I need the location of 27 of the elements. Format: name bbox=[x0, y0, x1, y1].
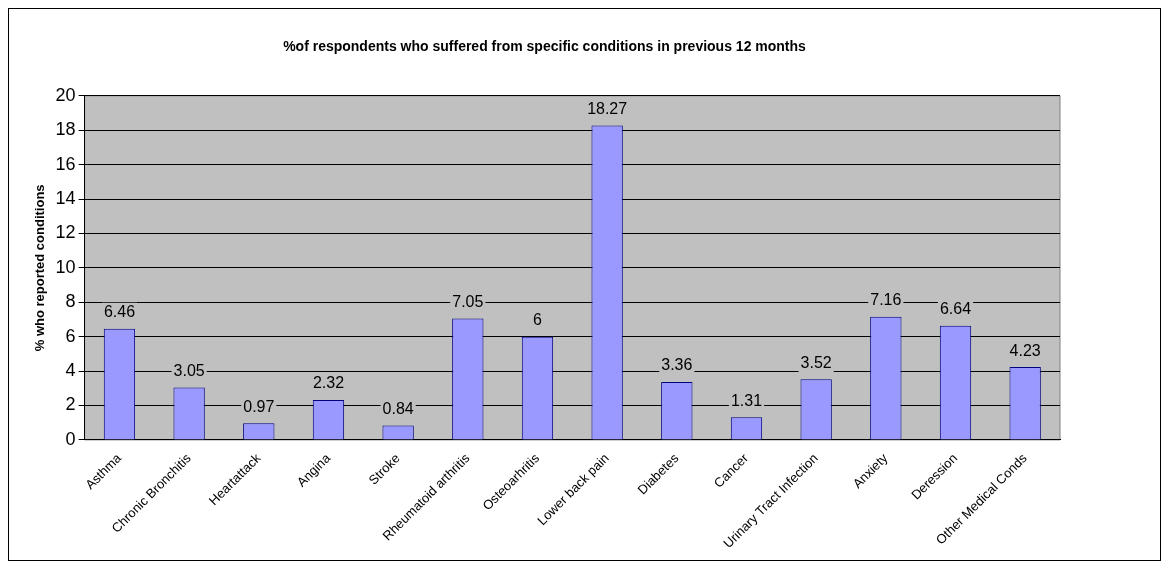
y-tick-label: 2 bbox=[65, 394, 76, 415]
y-tick-label: 20 bbox=[55, 84, 76, 105]
data-label: 7.05 bbox=[452, 293, 484, 310]
y-tick-label: 14 bbox=[55, 188, 76, 208]
data-label: 6 bbox=[533, 311, 543, 329]
data-label: 3.36 bbox=[661, 356, 693, 374]
data-label: 2.32 bbox=[312, 374, 345, 392]
data-label: 0.97 bbox=[243, 397, 275, 415]
data-label: 18.27 bbox=[587, 99, 628, 117]
data-label: 1.31 bbox=[730, 391, 763, 409]
y-tick-label: 10 bbox=[55, 256, 76, 277]
chart-title: %of respondents who suffered from specific conditions in previous 12 months bbox=[283, 38, 807, 55]
y-tick-label: 8 bbox=[65, 291, 76, 312]
y-tick-label: 6 bbox=[65, 325, 76, 346]
data-label: 3.05 bbox=[173, 361, 205, 379]
data-label: 4.23 bbox=[1009, 341, 1041, 359]
data-label: 0.84 bbox=[382, 399, 414, 417]
y-tick-label: 0 bbox=[65, 428, 76, 449]
y-axis-title: % who reported conditions bbox=[32, 184, 48, 352]
data-label: 6.64 bbox=[939, 300, 972, 318]
data-label: 3.52 bbox=[800, 353, 832, 371]
y-tick-label: 16 bbox=[55, 153, 76, 174]
y-tick-label: 18 bbox=[55, 119, 76, 140]
y-tick-label: 4 bbox=[65, 360, 76, 381]
data-label: 7.16 bbox=[870, 291, 902, 309]
y-tick-label: 12 bbox=[55, 222, 76, 243]
data-label: 6.46 bbox=[103, 303, 136, 321]
